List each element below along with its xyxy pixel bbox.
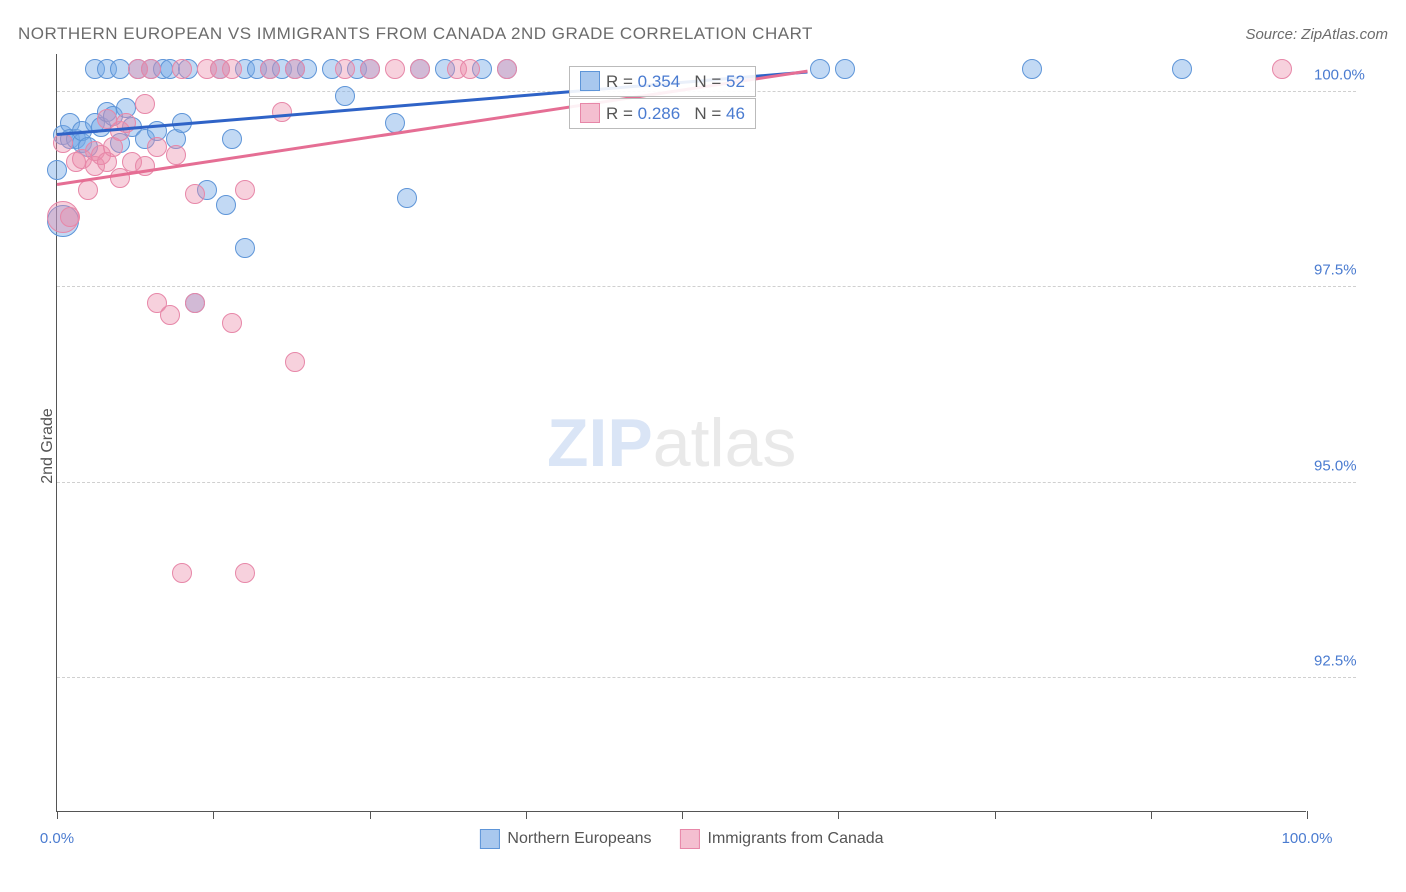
- scatter-point: [497, 59, 517, 79]
- y-tick-label: 97.5%: [1314, 262, 1394, 279]
- scatter-point: [135, 94, 155, 114]
- scatter-point: [222, 59, 242, 79]
- plot-area: ZIPatlas Northern EuropeansImmigrants fr…: [56, 54, 1306, 812]
- scatter-point: [53, 133, 73, 153]
- scatter-point: [222, 313, 242, 333]
- legend-item: Immigrants from Canada: [680, 829, 884, 849]
- bottom-legend: Northern Europeans Immigrants from Canada: [479, 829, 883, 849]
- x-tick: [370, 811, 371, 819]
- watermark-light: atlas: [653, 405, 797, 481]
- x-tick: [213, 811, 214, 819]
- scatter-point: [285, 59, 305, 79]
- scatter-point: [272, 102, 292, 122]
- scatter-point: [185, 184, 205, 204]
- watermark: ZIPatlas: [547, 404, 796, 482]
- scatter-point: [172, 563, 192, 583]
- scatter-point: [222, 129, 242, 149]
- gridline: [57, 482, 1356, 483]
- scatter-point: [1272, 59, 1292, 79]
- gridline: [57, 677, 1356, 678]
- scatter-point: [60, 207, 80, 227]
- legend-label: Northern Europeans: [507, 830, 651, 848]
- legend-label: Immigrants from Canada: [708, 830, 884, 848]
- x-tick: [1151, 811, 1152, 819]
- scatter-point: [335, 59, 355, 79]
- gridline: [57, 286, 1356, 287]
- x-tick-label: 0.0%: [40, 830, 74, 847]
- x-tick: [682, 811, 683, 819]
- chart-container: NORTHERN EUROPEAN VS IMMIGRANTS FROM CAN…: [0, 0, 1406, 892]
- y-tick-label: 92.5%: [1314, 653, 1394, 670]
- legend-swatch: [680, 829, 700, 849]
- y-tick-label: 95.0%: [1314, 457, 1394, 474]
- scatter-point: [410, 59, 430, 79]
- scatter-point: [397, 188, 417, 208]
- scatter-point: [110, 59, 130, 79]
- scatter-point: [460, 59, 480, 79]
- scatter-point: [810, 59, 830, 79]
- scatter-point: [335, 86, 355, 106]
- scatter-point: [147, 137, 167, 157]
- chart-title: NORTHERN EUROPEAN VS IMMIGRANTS FROM CAN…: [18, 24, 813, 44]
- scatter-point: [260, 59, 280, 79]
- scatter-point: [235, 180, 255, 200]
- x-tick: [1307, 811, 1308, 819]
- source-label: Source: ZipAtlas.com: [1245, 26, 1388, 43]
- scatter-point: [166, 145, 186, 165]
- x-tick: [526, 811, 527, 819]
- scatter-point: [285, 352, 305, 372]
- scatter-point: [78, 180, 98, 200]
- watermark-bold: ZIP: [547, 405, 653, 481]
- x-tick: [995, 811, 996, 819]
- scatter-point: [160, 305, 180, 325]
- scatter-point: [1022, 59, 1042, 79]
- scatter-point: [141, 59, 161, 79]
- scatter-point: [47, 160, 67, 180]
- scatter-point: [172, 59, 192, 79]
- x-tick: [838, 811, 839, 819]
- scatter-point: [835, 59, 855, 79]
- x-tick-label: 100.0%: [1282, 830, 1333, 847]
- stats-box: R = 0.286 N = 46: [569, 98, 756, 129]
- scatter-point: [235, 238, 255, 258]
- y-axis-label: 2nd Grade: [39, 408, 57, 484]
- scatter-point: [216, 195, 236, 215]
- legend-swatch: [479, 829, 499, 849]
- scatter-point: [385, 59, 405, 79]
- scatter-point: [1172, 59, 1192, 79]
- legend-item: Northern Europeans: [479, 829, 651, 849]
- x-tick: [57, 811, 58, 819]
- y-tick-label: 100.0%: [1314, 67, 1394, 84]
- stats-box: R = 0.354 N = 52: [569, 66, 756, 97]
- scatter-point: [185, 293, 205, 313]
- scatter-point: [360, 59, 380, 79]
- scatter-point: [235, 563, 255, 583]
